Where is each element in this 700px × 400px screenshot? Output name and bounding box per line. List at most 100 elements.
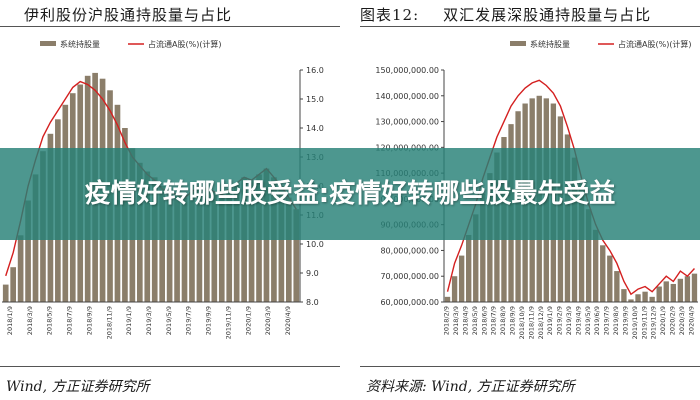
left-bar bbox=[226, 188, 233, 302]
right-x-tick-label: 2018/8/9 bbox=[499, 306, 507, 335]
right-legend-bar-label: 系统持股量 bbox=[530, 39, 570, 49]
right-x-tick-label: 2018/10/9 bbox=[518, 306, 526, 339]
left-bar bbox=[285, 197, 292, 302]
right-x-tick-label: 2018/5/9 bbox=[471, 306, 479, 335]
left-y-tick-label: 10.0 bbox=[306, 240, 324, 249]
right-source-note: 资料来源: Wind, 方正证券研究所 bbox=[366, 379, 575, 395]
left-x-tick-label: 2018/7/9 bbox=[66, 306, 74, 335]
left-chart-title-text: 伊利股份沪股通持股量与占比 bbox=[24, 6, 233, 24]
right-bar bbox=[614, 271, 620, 302]
right-x-tick-label: 2019/11/9 bbox=[640, 306, 648, 339]
right-bar bbox=[691, 273, 698, 302]
left-x-tick-label: 2019/7/9 bbox=[185, 306, 193, 335]
left-y-tick-label: 15.0 bbox=[306, 95, 324, 104]
left-source-note: Wind, 方正证券研究所 bbox=[6, 379, 150, 395]
left-bar bbox=[25, 200, 31, 302]
left-y-tick-label: 8.0 bbox=[306, 298, 319, 307]
right-bar bbox=[593, 229, 599, 302]
right-y-tick-label: 120,000,000.00 bbox=[375, 143, 439, 152]
left-x-tick-label: 2018/5/9 bbox=[46, 306, 54, 335]
right-chart-title-number: 图表12: bbox=[360, 6, 420, 24]
right-x-tick-label: 2018/9/9 bbox=[509, 306, 517, 335]
right-legend-bar-swatch bbox=[510, 41, 526, 46]
right-x-tick-label: 2020/1/9 bbox=[659, 306, 667, 335]
left-bar bbox=[17, 235, 24, 302]
right-bottom-rule bbox=[360, 366, 700, 367]
right-bar bbox=[684, 276, 691, 302]
left-bar bbox=[2, 284, 9, 302]
left-bar bbox=[10, 267, 16, 302]
right-y-tick-label: 80,000,000.00 bbox=[380, 246, 439, 255]
right-x-tick-label: 2019/5/9 bbox=[584, 306, 592, 335]
left-y-tick-label: 9.0 bbox=[306, 269, 319, 278]
left-legend-bar-swatch bbox=[40, 41, 56, 46]
left-x-tick-label: 2018/1/9 bbox=[6, 306, 14, 335]
right-chart-title-text: 双汇发展深股通持股量与占比 bbox=[443, 6, 652, 24]
right-x-tick-label: 2019/10/9 bbox=[631, 306, 639, 339]
left-legend-line-label: 占流通A股(%)(计算) bbox=[148, 39, 222, 49]
right-x-tick-label: 2019/8/9 bbox=[612, 306, 620, 335]
right-x-tick-label: 2019/2/9 bbox=[556, 306, 564, 335]
right-x-tick-label: 2018/7/9 bbox=[490, 306, 498, 335]
right-bar bbox=[642, 291, 648, 302]
right-x-tick-label: 2019/9/9 bbox=[621, 306, 629, 335]
right-x-tick-label: 2020/2/9 bbox=[668, 306, 676, 335]
left-y-tick-label: 14.0 bbox=[306, 124, 324, 133]
left-x-tick-label: 2020/3/9 bbox=[264, 306, 272, 335]
headline-text: 疫情好转哪些股受益:疫情好转哪些股最先受益 bbox=[84, 179, 616, 209]
right-x-tick-label: 2019/7/9 bbox=[603, 306, 611, 335]
left-x-tick-label: 2018/11/9 bbox=[105, 306, 113, 339]
left-x-tick-label: 2018/9/9 bbox=[85, 306, 93, 335]
right-bar bbox=[628, 299, 634, 302]
right-bar bbox=[578, 183, 585, 302]
right-x-tick-label: 2019/12/9 bbox=[650, 306, 658, 339]
left-x-tick-label: 2019/3/9 bbox=[145, 306, 153, 335]
left-y-tick-label: 16.0 bbox=[306, 66, 324, 75]
right-y-tick-label: 140,000,000.00 bbox=[375, 92, 439, 101]
right-bar bbox=[656, 286, 662, 302]
right-x-tick-label: 2019/1/9 bbox=[546, 306, 554, 335]
right-x-tick-label: 2019/4/9 bbox=[574, 306, 582, 335]
left-x-tick-label: 2018/3/9 bbox=[26, 306, 34, 335]
left-legend-bar-label: 系统持股量 bbox=[60, 39, 100, 49]
right-x-tick-label: 2020/3/9 bbox=[678, 306, 686, 335]
right-legend-line-label: 占流通A股(%)(计算) bbox=[618, 39, 692, 49]
left-x-tick-label: 2019/1/9 bbox=[125, 306, 133, 335]
right-bar bbox=[670, 283, 676, 302]
left-x-tick-label: 2020/4/9 bbox=[284, 306, 292, 335]
left-bottom-rule bbox=[0, 366, 340, 367]
left-bar bbox=[159, 186, 165, 302]
right-bar bbox=[585, 209, 592, 302]
right-bar bbox=[444, 296, 451, 302]
headline-banner: 疫情好转哪些股受益:疫情好转哪些股最先受益 bbox=[0, 148, 700, 240]
right-bar bbox=[607, 255, 613, 302]
right-x-tick-label: 2019/6/9 bbox=[593, 306, 601, 335]
right-y-tick-label: 150,000,000.00 bbox=[375, 66, 439, 75]
left-bar bbox=[218, 194, 225, 302]
right-bar bbox=[600, 245, 606, 302]
right-x-tick-label: 2018/12/9 bbox=[537, 306, 545, 339]
left-chart-title: 伊利股份沪股通持股量与占比 bbox=[0, 4, 340, 25]
left-bar bbox=[166, 191, 173, 302]
right-x-tick-label: 2018/6/9 bbox=[480, 306, 488, 335]
left-bar bbox=[181, 197, 188, 302]
left-bar bbox=[233, 183, 240, 302]
right-chart-title: 图表12: 双汇发展深股通持股量与占比 bbox=[360, 4, 700, 25]
right-x-tick-label: 2018/3/9 bbox=[452, 306, 460, 335]
left-x-tick-label: 2019/9/9 bbox=[205, 306, 213, 335]
right-y-tick-label: 60,000,000.00 bbox=[380, 298, 439, 307]
right-x-tick-label: 2018/2/9 bbox=[443, 306, 451, 335]
left-bar bbox=[174, 194, 180, 302]
right-bar bbox=[458, 255, 465, 302]
right-bar bbox=[451, 276, 458, 302]
left-x-tick-label: 2020/1/9 bbox=[244, 306, 252, 335]
right-bar bbox=[466, 234, 472, 302]
right-bar bbox=[473, 214, 479, 302]
right-x-tick-label: 2020/4/9 bbox=[687, 306, 695, 335]
right-x-tick-label: 2018/11/9 bbox=[527, 306, 535, 339]
right-bar bbox=[649, 296, 655, 302]
left-bar bbox=[278, 186, 285, 302]
right-y-tick-label: 70,000,000.00 bbox=[380, 272, 439, 281]
right-bar bbox=[621, 289, 627, 302]
right-bar bbox=[480, 193, 486, 302]
